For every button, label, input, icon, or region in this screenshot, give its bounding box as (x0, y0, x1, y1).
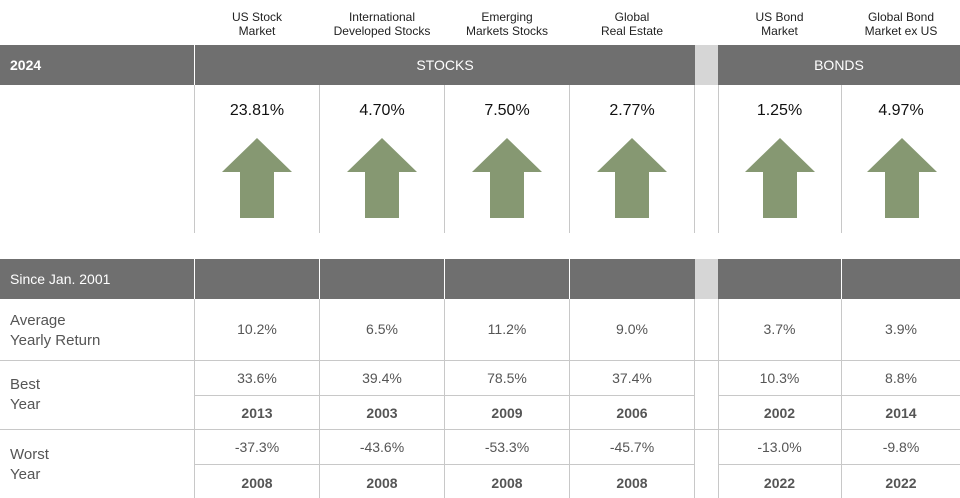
divider (718, 299, 719, 498)
top-bar-year: 2024 (0, 45, 194, 85)
worst-year-intl-developed: 2008 (366, 475, 398, 491)
up-arrow-icon (222, 138, 292, 218)
divider (569, 299, 570, 498)
best-year-emerging: 2009 (491, 405, 523, 421)
row-divider (718, 395, 960, 396)
up-arrow-icon (597, 138, 667, 218)
since-label: Since Jan. 2001 (10, 271, 111, 287)
worst-real-estate: -45.7% (609, 439, 655, 455)
best-year-real-estate: 2006 (616, 405, 648, 421)
column-header-real-estate: Global Real Estate (600, 10, 664, 38)
row-divider (0, 360, 960, 361)
divider (841, 299, 842, 498)
worst-year-real-estate: 2008 (616, 475, 648, 491)
since-bar-cell (718, 259, 841, 299)
divider (569, 85, 570, 233)
since-bar-cell (842, 259, 960, 299)
best-us-bond: 10.3% (759, 370, 800, 386)
since-bar-label: Since Jan. 2001 (0, 259, 194, 299)
row-divider (0, 429, 960, 430)
divider (694, 85, 695, 233)
avg-us-bond: 3.7% (763, 321, 796, 337)
row-label-average: Average Yearly Return (10, 312, 101, 349)
divider (694, 299, 695, 498)
worst-us-bond: -13.0% (757, 439, 802, 455)
divider (194, 85, 195, 233)
up-arrow-icon (472, 138, 542, 218)
row-label-worst: Worst Year (10, 446, 49, 483)
return-2024-global-bond: 4.97% (878, 102, 924, 119)
return-2024-us-stock: 23.81% (229, 102, 285, 119)
bonds-label: BONDS (814, 57, 864, 73)
column-header-emerging: Emerging Markets Stocks (465, 10, 549, 38)
since-bar-cell (445, 259, 569, 299)
column-header-global-bond: Global Bond Market ex US (864, 10, 938, 38)
up-arrow-icon (745, 138, 815, 218)
divider (319, 299, 320, 498)
row-divider (195, 395, 695, 396)
best-year-global-bond: 2014 (885, 405, 917, 421)
worst-year-global-bond: 2022 (885, 475, 917, 491)
top-bar-gap (695, 45, 718, 85)
year-label: 2024 (10, 57, 42, 73)
worst-year-us-stock: 2008 (241, 475, 273, 491)
worst-year-us-bond: 2022 (763, 475, 796, 491)
since-bar-cell (320, 259, 444, 299)
best-year-intl-developed: 2003 (366, 405, 398, 421)
divider (194, 299, 195, 498)
divider (444, 85, 445, 233)
avg-intl-developed: 6.5% (366, 321, 398, 337)
row-divider (718, 464, 960, 465)
divider (319, 85, 320, 233)
top-bar-bonds: BONDS (718, 45, 960, 85)
worst-global-bond: -9.8% (882, 439, 920, 455)
row-divider (195, 464, 695, 465)
worst-emerging: -53.3% (484, 439, 530, 455)
avg-us-stock: 10.2% (237, 321, 277, 337)
row-label-best: Best Year (10, 376, 41, 413)
worst-us-stock: -37.3% (234, 439, 280, 455)
return-2024-us-bond: 1.25% (756, 102, 803, 119)
divider (444, 299, 445, 498)
column-header-us-bond: US Bond Market (755, 10, 804, 38)
avg-global-bond: 3.9% (885, 321, 917, 337)
return-2024-intl-developed: 4.70% (359, 102, 405, 119)
since-bar-cell (570, 259, 695, 299)
since-bar-gap (695, 259, 718, 299)
return-2024-real-estate: 2.77% (609, 102, 655, 119)
best-global-bond: 8.8% (885, 370, 917, 386)
best-us-stock: 33.6% (237, 370, 277, 386)
best-emerging: 78.5% (487, 370, 527, 386)
worst-intl-developed: -43.6% (359, 439, 405, 455)
column-header-intl-developed: International Developed Stocks (333, 10, 431, 38)
best-year-us-stock: 2013 (241, 405, 273, 421)
return-2024-emerging: 7.50% (484, 102, 530, 119)
divider (718, 85, 719, 233)
avg-real-estate: 9.0% (616, 321, 648, 337)
divider (841, 85, 842, 233)
avg-emerging: 11.2% (487, 321, 527, 337)
stocks-label: STOCKS (416, 57, 474, 73)
up-arrow-icon (347, 138, 417, 218)
best-real-estate: 37.4% (612, 370, 652, 386)
up-arrow-icon (867, 138, 937, 218)
since-bar-cell (195, 259, 319, 299)
best-intl-developed: 39.4% (362, 370, 402, 386)
column-header-us-stock: US Stock Market (231, 10, 282, 38)
best-year-us-bond: 2002 (763, 405, 796, 421)
worst-year-emerging: 2008 (491, 475, 523, 491)
top-bar-stocks: STOCKS (195, 45, 695, 85)
